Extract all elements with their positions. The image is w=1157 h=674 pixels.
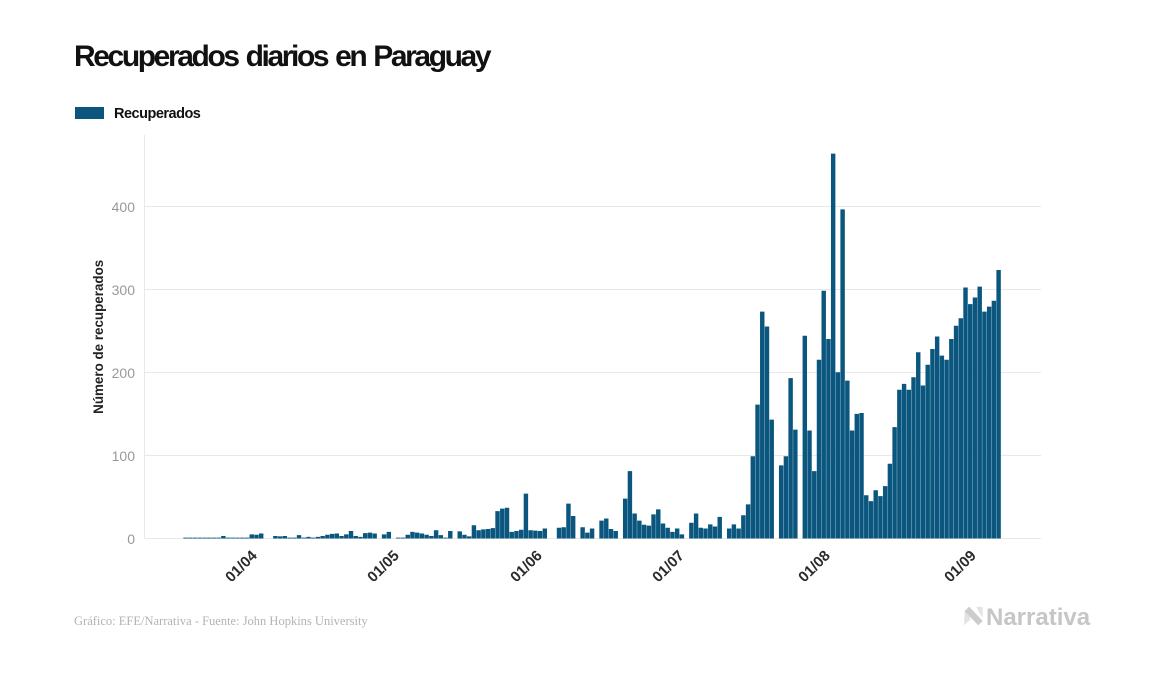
svg-text:01/08: 01/08 [795,547,834,586]
svg-text:01/09: 01/09 [941,547,980,586]
svg-text:300: 300 [112,282,136,298]
svg-text:Recuperados: Recuperados [114,106,201,122]
svg-text:01/05: 01/05 [364,547,403,586]
svg-text:Narrativa: Narrativa [986,604,1091,631]
svg-text:400: 400 [112,199,136,215]
svg-text:Número de recuperados: Número de recuperados [91,260,106,414]
svg-text:01/04: 01/04 [222,547,261,586]
svg-text:0: 0 [127,531,135,547]
svg-text:200: 200 [112,365,136,381]
svg-text:01/06: 01/06 [507,547,546,586]
svg-text:Recuperados diarios en Paragua: Recuperados diarios en Paraguay [74,40,492,73]
svg-text:100: 100 [112,448,136,464]
svg-text:Gráfico: EFE/Narrativa - Fuent: Gráfico: EFE/Narrativa - Fuente: John Ho… [74,614,368,628]
svg-text:01/07: 01/07 [649,547,688,586]
